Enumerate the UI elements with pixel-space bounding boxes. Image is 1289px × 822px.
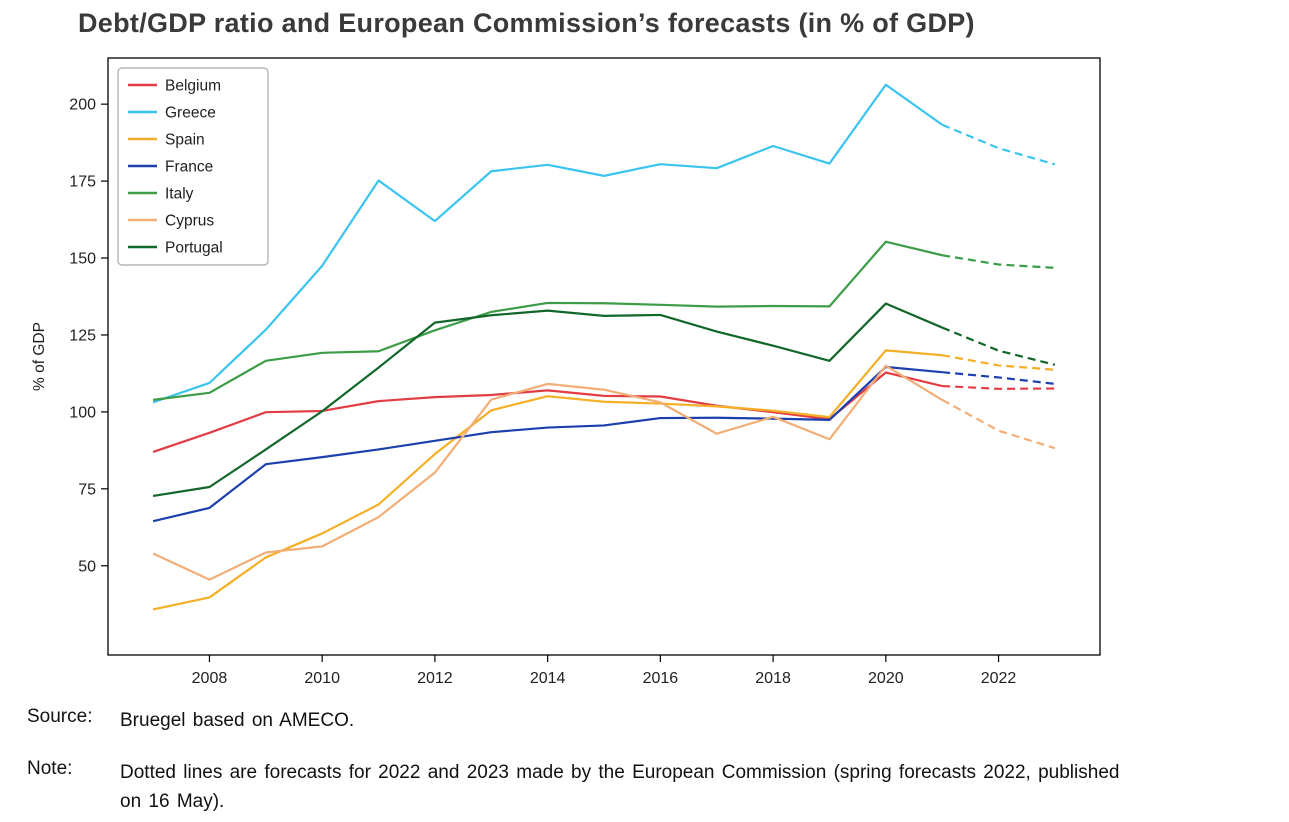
legend-label-belgium: Belgium bbox=[165, 78, 221, 95]
x-tick-label: 2022 bbox=[981, 670, 1017, 687]
legend: Belgium Greece Spain France Italy Cyprus Portu… bbox=[117, 67, 269, 266]
legend-label-italy: Italy bbox=[165, 186, 194, 203]
note-text: Dotted lines are forecasts for 2022 and … bbox=[120, 762, 1120, 813]
note-label: Note: bbox=[27, 758, 73, 779]
debt-gdp-chart: 50 75 100 125 150 175 200% of GDP 2008 2010 2012 2… bbox=[20, 50, 1120, 695]
series-line-france bbox=[152, 365, 1056, 523]
series-line-greece bbox=[152, 83, 1056, 404]
y-axis: 50 75 100 125 150 175 200 % of GDP bbox=[31, 97, 108, 575]
y-axis-title: % of GDP bbox=[31, 322, 48, 391]
plot-border bbox=[107, 57, 1101, 656]
series-line-belgium bbox=[152, 371, 1055, 453]
x-tick-label: 2014 bbox=[530, 670, 566, 687]
legend-label-france: France bbox=[165, 159, 213, 176]
x-tick-label: 2020 bbox=[868, 670, 904, 687]
note-row: Note: Dotted lines are forecasts for 202… bbox=[27, 758, 1280, 817]
x-tick-label: 2016 bbox=[643, 670, 679, 687]
legend-label-greece: Greece bbox=[165, 105, 216, 122]
y-tick-label: 75 bbox=[78, 481, 96, 498]
series-line-cyprus bbox=[152, 364, 1056, 581]
x-tick-label: 2012 bbox=[417, 670, 453, 687]
series-line-portugal bbox=[152, 302, 1056, 497]
source-row: Source: Bruegel based on AMECO. bbox=[27, 706, 1280, 735]
source-text: Bruegel based on AMECO. bbox=[120, 710, 355, 731]
x-tick-label: 2010 bbox=[304, 670, 340, 687]
legend-label-portugal: Portugal bbox=[165, 240, 223, 257]
series-line-italy bbox=[152, 240, 1055, 401]
source-label: Source: bbox=[27, 706, 93, 727]
y-tick-label: 150 bbox=[69, 251, 96, 268]
legend-label-cyprus: Cyprus bbox=[165, 213, 214, 230]
x-axis: 2008 2010 2012 2014 2016 2018 2020 2022 bbox=[192, 655, 1017, 687]
y-tick-label: 50 bbox=[78, 558, 96, 575]
x-tick-label: 2018 bbox=[755, 670, 791, 687]
chart-title: Debt/GDP ratio and European Commission’s… bbox=[78, 8, 975, 38]
x-tick-label: 2008 bbox=[192, 670, 228, 687]
y-tick-label: 175 bbox=[69, 174, 96, 191]
y-tick-label: 100 bbox=[69, 404, 96, 421]
y-tick-label: 125 bbox=[69, 327, 96, 344]
y-tick-label: 200 bbox=[69, 97, 96, 114]
legend-label-spain: Spain bbox=[165, 132, 205, 149]
